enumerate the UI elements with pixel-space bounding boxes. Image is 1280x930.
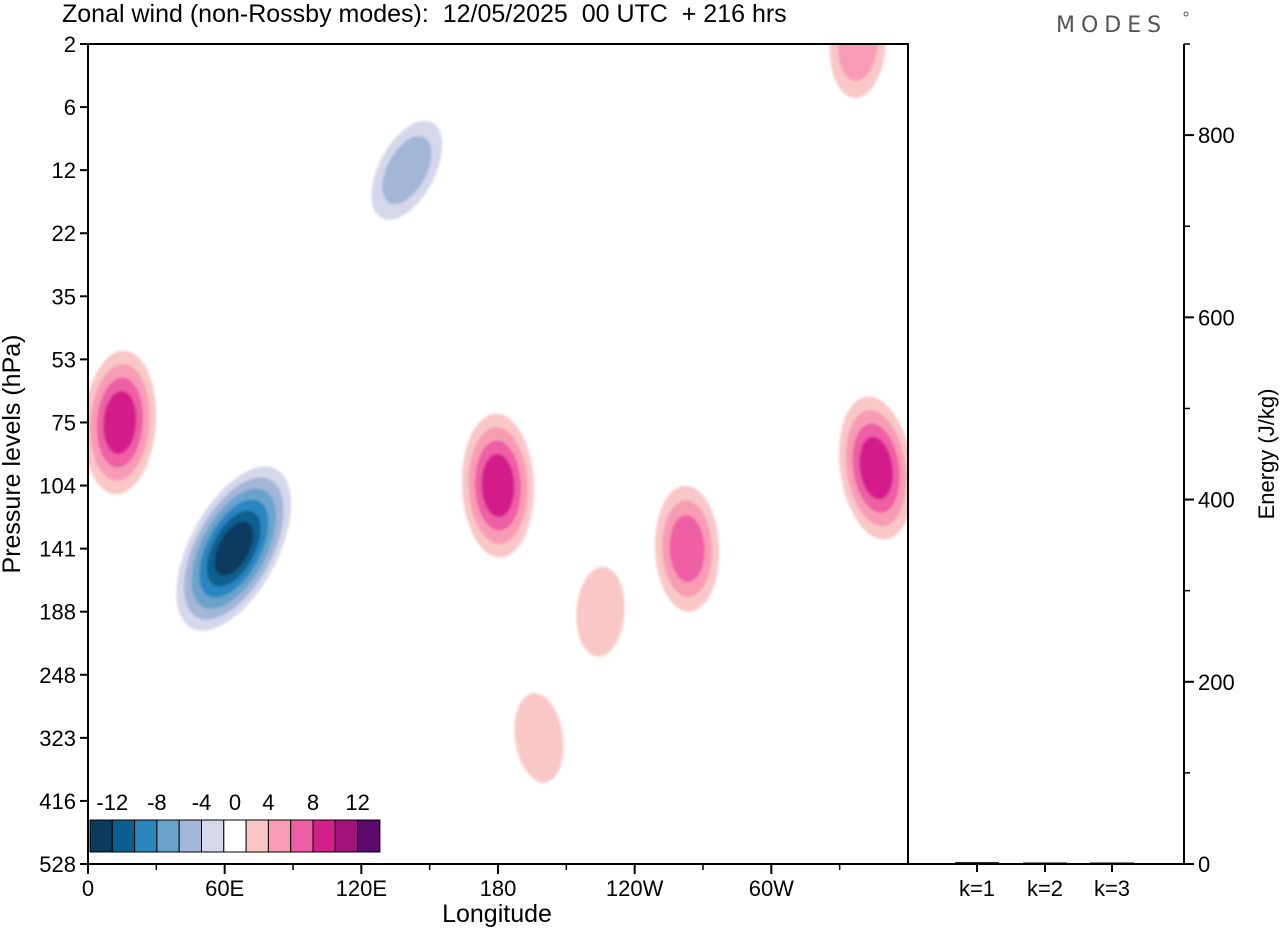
- pressure-axis: 2 6 12 22 35 53 75 104 141 188 248 323 416 528: [39, 32, 88, 877]
- colorbar-tick-label: -8: [147, 790, 167, 815]
- contour-level: [514, 693, 564, 783]
- contour-level: [214, 521, 254, 576]
- colorbar-swatch: [334, 819, 359, 853]
- colorbar-swatch: [89, 819, 113, 853]
- energy-category-label: k=1: [959, 876, 995, 901]
- colorbar-tick-label: 8: [307, 790, 319, 815]
- colorbar-swatch: [290, 819, 314, 853]
- wind-anomaly-field: [88, 44, 908, 783]
- y-tick-label: 6: [64, 95, 76, 120]
- x-tick-label: 180: [480, 876, 517, 901]
- energy-bars: k=1 k=2 k=3: [955, 862, 1134, 901]
- colorbar-swatch: [134, 819, 158, 853]
- wind-anomaly-core: [371, 120, 443, 220]
- y-tick-label: 75: [52, 410, 76, 435]
- y-tick-label: 12: [52, 158, 76, 183]
- y-tick-label: 248: [39, 663, 76, 688]
- y-tick-label: 323: [39, 726, 76, 751]
- y-tick-label: 2: [64, 32, 76, 57]
- energy-axis: 0 200 400 600 800: [1184, 43, 1235, 877]
- energy-bar: [955, 862, 999, 864]
- modes-logo: MODES: [1056, 13, 1167, 38]
- colorbar-tick-label: 4: [262, 790, 274, 815]
- colorbar-tick-label: -4: [192, 790, 212, 815]
- x-tick-label: 60W: [749, 876, 794, 901]
- y-tick-label: 416: [39, 789, 76, 814]
- contour-level: [669, 515, 705, 583]
- energy-tick-label: 800: [1198, 123, 1235, 148]
- x-tick-label: 120W: [606, 876, 664, 901]
- wind-anomaly-core: [461, 413, 535, 558]
- energy-tick-label: 400: [1198, 488, 1235, 513]
- x-tick-label: 120E: [336, 876, 387, 901]
- colorbar-swatch: [267, 819, 292, 853]
- colorbar-tick-label: 0: [229, 790, 241, 815]
- colorbar-tick-label: 12: [345, 790, 369, 815]
- x-tick-label: 60E: [205, 876, 244, 901]
- colorbar-swatch: [357, 819, 381, 853]
- colorbar-swatch: [245, 819, 269, 853]
- energy-category-label: k=2: [1027, 876, 1063, 901]
- wind-anomaly-core: [88, 350, 157, 495]
- logo-registered-mark: [1183, 11, 1189, 17]
- y-tick-label: 53: [52, 347, 76, 372]
- x-axis-label: Longitude: [442, 900, 552, 928]
- contour-level: [859, 436, 893, 500]
- chart-title: Zonal wind (non-Rossby modes): 12/05/202…: [62, 0, 787, 28]
- longitude-axis: 0 60E 120E 180 120W 60W: [82, 864, 841, 901]
- colorbar-tick-label: -12: [96, 790, 128, 815]
- colorbar-swatch: [156, 819, 180, 853]
- y-tick-label: 188: [39, 600, 76, 625]
- heatmap-panel: -12 -8 -4 0 4 8 12 261222355375104141188248323…: [0, 32, 909, 928]
- wind-anomaly-core: [839, 396, 908, 540]
- wind-anomaly-core: [576, 566, 625, 657]
- wind-anomaly-core: [514, 693, 564, 783]
- energy-bar: [1023, 862, 1067, 864]
- y-tick-label: 528: [39, 852, 76, 877]
- contour-level: [481, 453, 515, 518]
- y-tick-label: 35: [52, 284, 76, 309]
- colorbar-swatch: [312, 819, 336, 853]
- energy-tick-label: 0: [1198, 852, 1210, 877]
- contour-level: [103, 390, 137, 454]
- x-tick-label: 0: [82, 876, 94, 901]
- energy-category-label: k=3: [1094, 876, 1130, 901]
- wind-anomaly-core: [176, 466, 292, 631]
- colorbar-swatch: [178, 819, 202, 853]
- energy-tick-label: 200: [1198, 670, 1235, 695]
- wind-anomaly-core: [654, 485, 720, 612]
- contour-level: [576, 566, 625, 657]
- colorbar-swatch: [223, 819, 247, 853]
- energy-panel: k=1 k=2 k=3 0 200 400 600 800 Energy (J/kg): [907, 43, 1279, 901]
- y-tick-label: 104: [39, 474, 76, 499]
- colorbar-labels: -12 -8 -4 0 4 8 12: [96, 790, 369, 815]
- colorbar-swatch: [111, 819, 136, 853]
- energy-tick-label: 600: [1198, 305, 1235, 330]
- energy-bar: [1090, 862, 1134, 864]
- y-axis-label: Pressure levels (hPa): [0, 335, 26, 574]
- energy-axis-label: Energy (J/kg): [1254, 389, 1279, 520]
- y-tick-label: 22: [52, 221, 76, 246]
- contour-level: [382, 136, 432, 205]
- colorbar-swatch: [201, 819, 225, 853]
- y-tick-label: 141: [39, 537, 76, 562]
- colorbar: [89, 819, 381, 853]
